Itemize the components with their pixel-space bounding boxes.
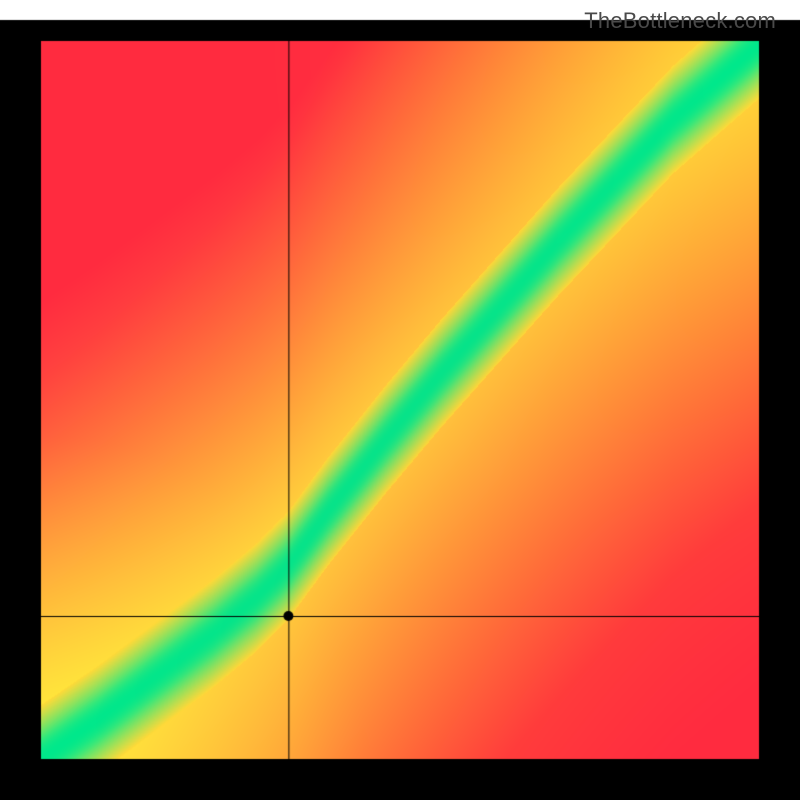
bottleneck-heatmap <box>0 0 800 800</box>
chart-container: TheBottleneck.com <box>0 0 800 800</box>
watermark-label: TheBottleneck.com <box>584 8 776 34</box>
